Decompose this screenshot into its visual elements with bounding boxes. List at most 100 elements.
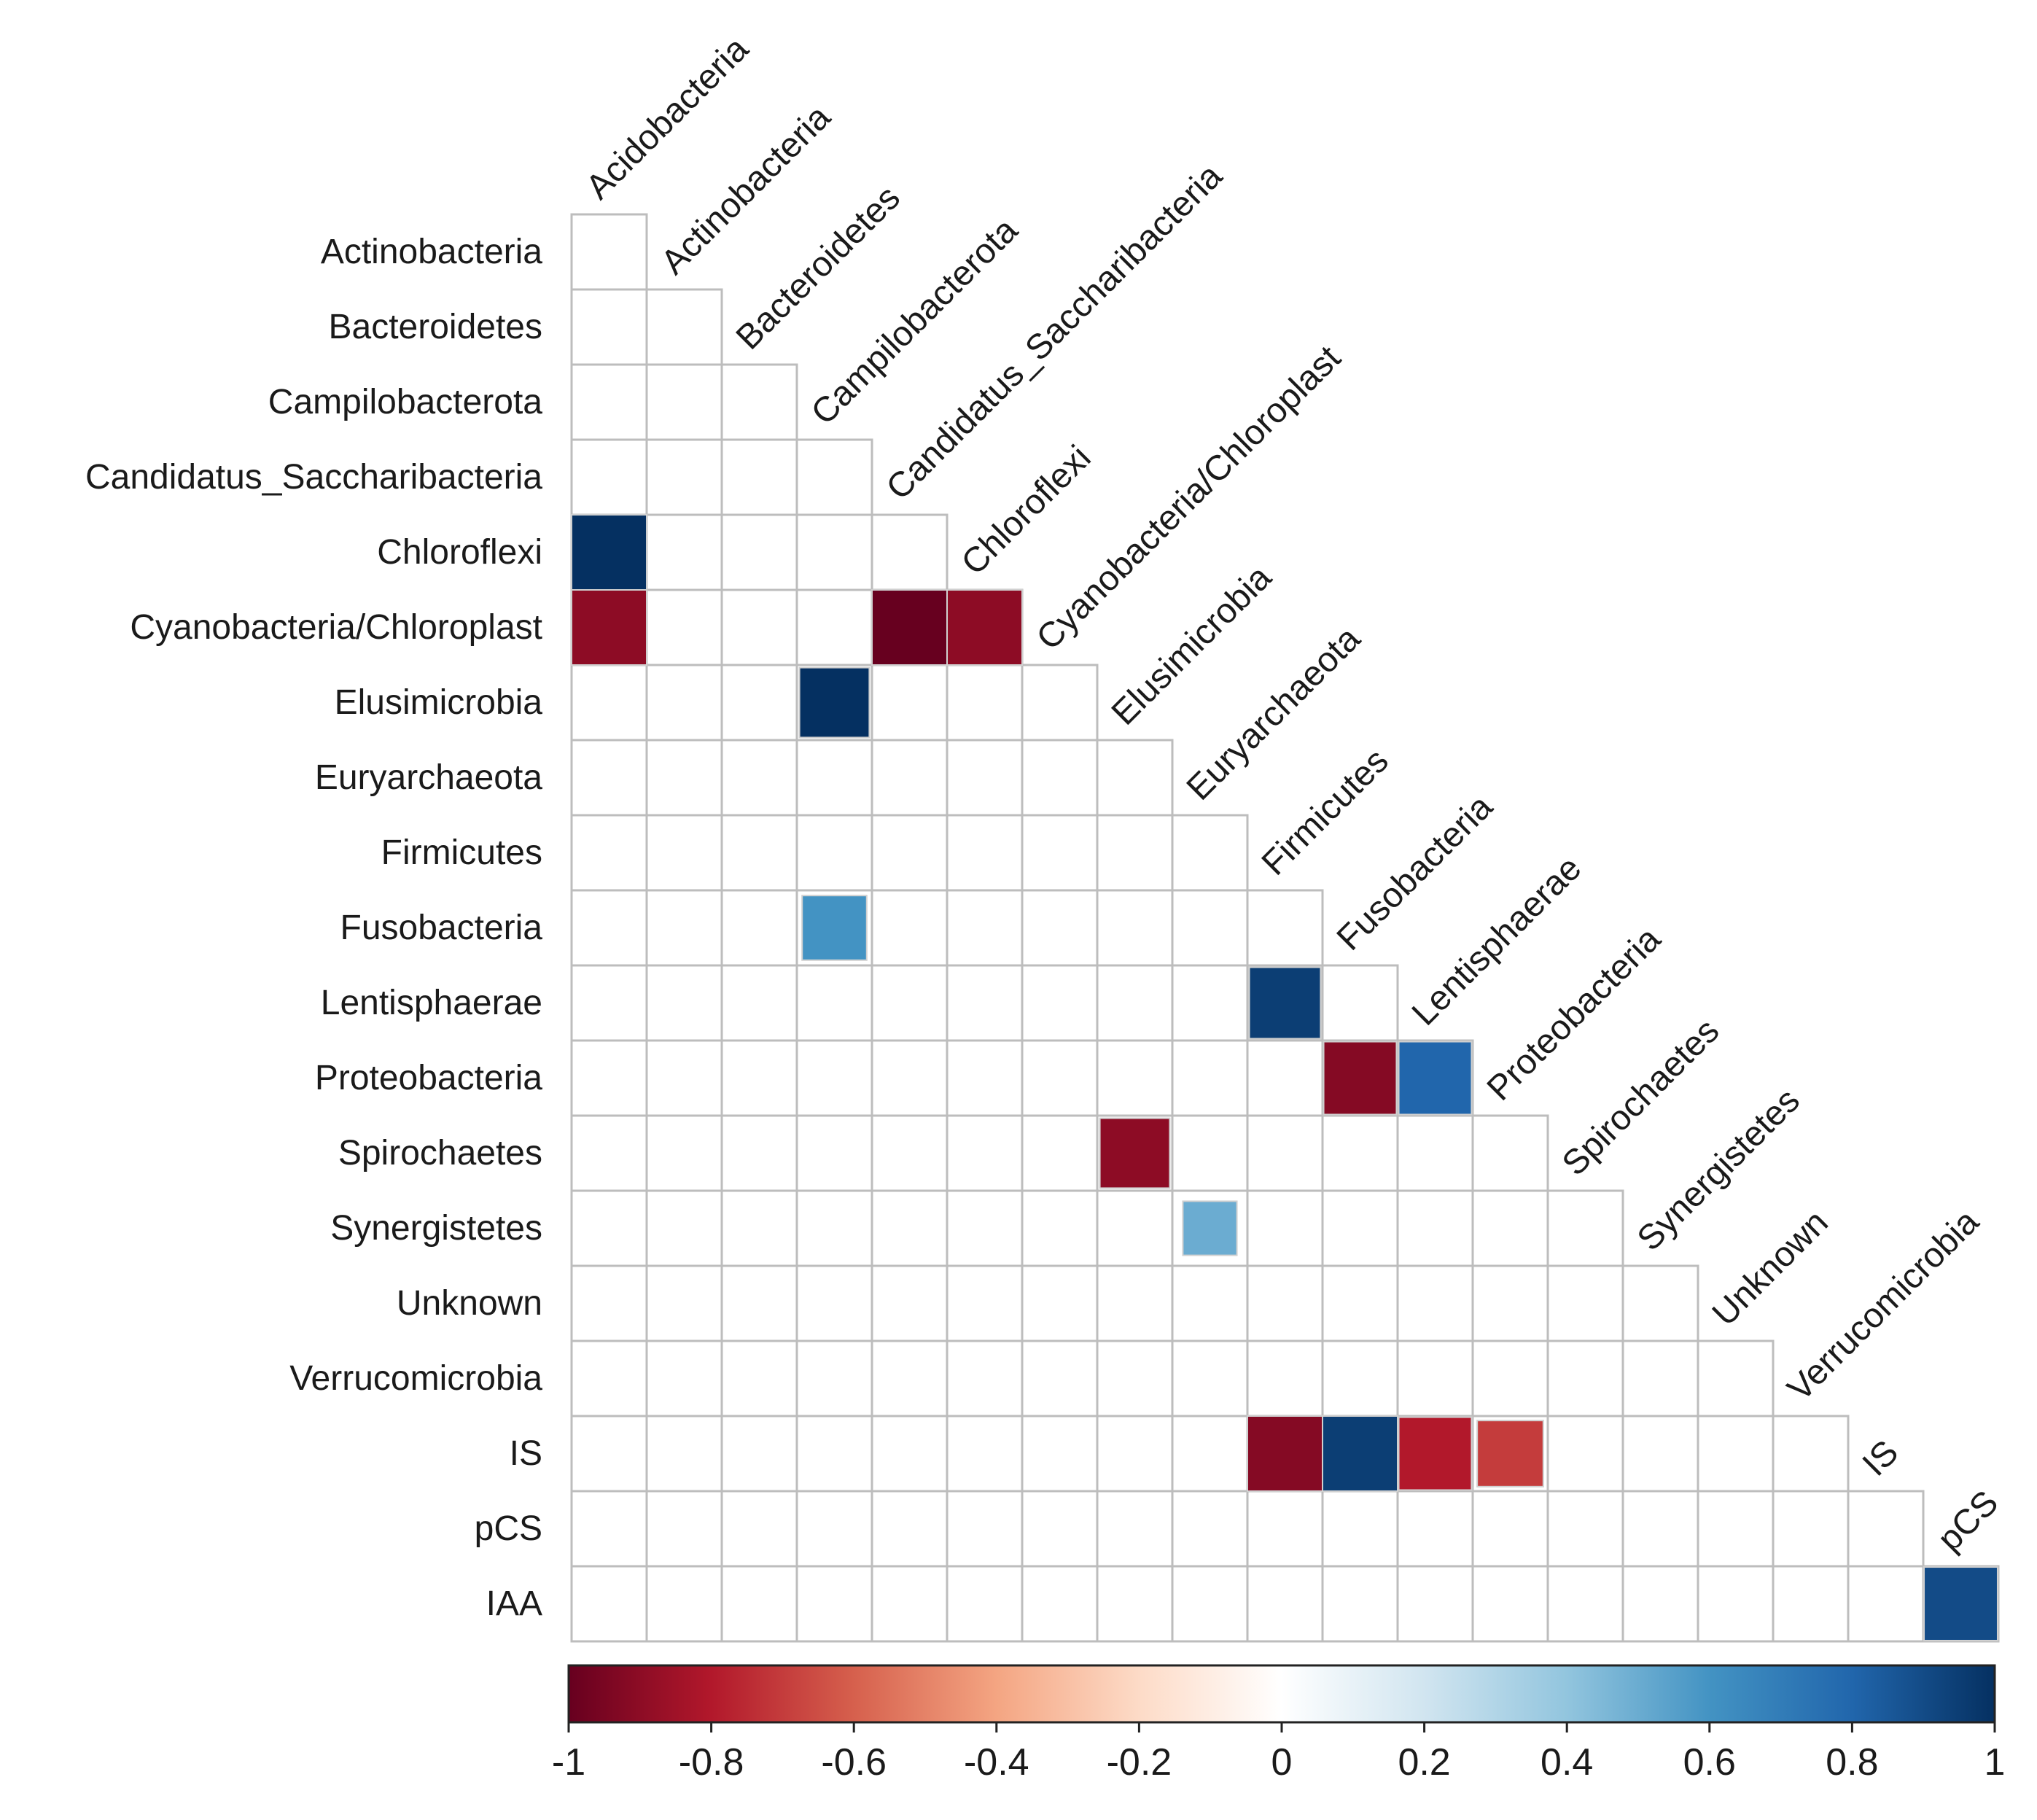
grid-cell (1546, 1490, 1624, 1568)
grid-cell (1321, 1264, 1399, 1342)
grid-cell (1021, 1114, 1099, 1192)
colorbar: -1 -0.8 -0.6 -0.4 -0.2 0 0.2 0.4 0.6 0.8 1 (552, 1664, 2005, 1784)
grid-cell (1021, 1339, 1099, 1418)
grid-cell (871, 1565, 949, 1643)
grid-cell (1021, 664, 1099, 742)
grid-cell (570, 739, 648, 817)
grid-cell (946, 1490, 1024, 1568)
grid-cell (1321, 1565, 1399, 1643)
grid-cell (871, 1415, 949, 1493)
grid-cell (795, 1114, 873, 1192)
colorbar-gradient (567, 1664, 1996, 1724)
row-label: Candidatus_Saccharibacteria (85, 458, 542, 497)
grid-cell (570, 438, 648, 516)
heatmap-cell-is-firmicutes (1247, 1415, 1323, 1492)
grid-cell (645, 664, 723, 742)
grid-cell (1246, 1339, 1324, 1418)
grid-cell (1546, 1415, 1624, 1493)
grid-cell (1546, 1565, 1624, 1643)
grid-cell (720, 739, 798, 817)
grid-cell (720, 513, 798, 591)
column-label: Unknown (1705, 1203, 1836, 1334)
row-label: Unknown (397, 1284, 542, 1323)
grid-cell (795, 964, 873, 1042)
grid-cell (1321, 1490, 1399, 1568)
grid-cell (1021, 1189, 1099, 1267)
grid-cell (1096, 1189, 1174, 1267)
grid-cell (1246, 1490, 1324, 1568)
colorbar-tick-label: 0.6 (1683, 1741, 1736, 1784)
grid-cell (946, 889, 1024, 967)
grid-cell (1621, 1415, 1699, 1493)
grid-cell (1246, 1565, 1324, 1643)
grid-cell (946, 1339, 1024, 1418)
grid-cell (795, 814, 873, 892)
row-label: pCS (475, 1509, 542, 1548)
grid-cell (645, 814, 723, 892)
grid-cell (795, 739, 873, 817)
grid-cell (570, 889, 648, 967)
grid-cell (570, 363, 648, 441)
grid-cell (1096, 1415, 1174, 1493)
grid-cell (1396, 1339, 1474, 1418)
grid-cell (570, 288, 648, 366)
grid-cell (871, 964, 949, 1042)
grid-cell (1396, 1565, 1474, 1643)
grid-cell (1096, 1264, 1174, 1342)
grid-cell (1171, 1565, 1249, 1643)
grid-cell (871, 1264, 949, 1342)
grid-cell (871, 513, 949, 591)
grid-cell (720, 588, 798, 666)
grid-cell (720, 1039, 798, 1117)
grid-cell (1621, 1339, 1699, 1418)
grid-cell (1021, 1490, 1099, 1568)
grid-cell (1021, 814, 1099, 892)
grid-cell (1847, 1565, 1925, 1643)
grid-cell (946, 814, 1024, 892)
grid-cell (795, 1339, 873, 1418)
grid-cell (570, 1189, 648, 1267)
grid-cell (1246, 1114, 1324, 1192)
row-label: Cyanobacteria/Chloroplast (130, 608, 542, 647)
colorbar-tick-label: 0.8 (1826, 1741, 1878, 1784)
column-label: Cyanobacteria/Chloroplast (1029, 338, 1348, 657)
grid-cell (720, 438, 798, 516)
grid-cell (871, 1114, 949, 1192)
grid-cell (946, 964, 1024, 1042)
grid-cell (1321, 1189, 1399, 1267)
grid-cell (1171, 1039, 1249, 1117)
colorbar-tick-label: -0.6 (821, 1741, 887, 1784)
grid-cell (1772, 1415, 1850, 1493)
grid-cell (645, 588, 723, 666)
grid-cell (1096, 1565, 1174, 1643)
grid-cell (946, 1415, 1024, 1493)
grid-cell (1321, 964, 1399, 1042)
grid-cell (570, 1264, 648, 1342)
grid-cell (645, 1189, 723, 1267)
grid-cell (871, 739, 949, 817)
grid-cell (645, 889, 723, 967)
grid-cell (795, 1565, 873, 1643)
grid-cell (795, 1264, 873, 1342)
grid-cell (720, 1114, 798, 1192)
grid-cell (871, 1339, 949, 1418)
grid-cell (946, 1114, 1024, 1192)
grid-cell (570, 1339, 648, 1418)
grid-cell (1321, 1339, 1399, 1418)
grid-cell (645, 1415, 723, 1493)
grid-cell (1396, 1189, 1474, 1267)
grid-cell (946, 1039, 1024, 1117)
grid-cell (720, 814, 798, 892)
grid-cell (1697, 1490, 1775, 1568)
grid-cell (1171, 1415, 1249, 1493)
grid-cell (1171, 1114, 1249, 1192)
grid-cell (946, 1264, 1024, 1342)
heatmap-cell-is-fusobacteria (1322, 1415, 1398, 1492)
grid-cell (1171, 889, 1249, 967)
grid-cell (1772, 1490, 1850, 1568)
grid-cell (720, 1490, 798, 1568)
grid-cell (946, 1565, 1024, 1643)
grid-cell (1246, 1189, 1324, 1267)
grid-cell (1546, 1339, 1624, 1418)
row-label: Bacteroidetes (328, 308, 542, 346)
